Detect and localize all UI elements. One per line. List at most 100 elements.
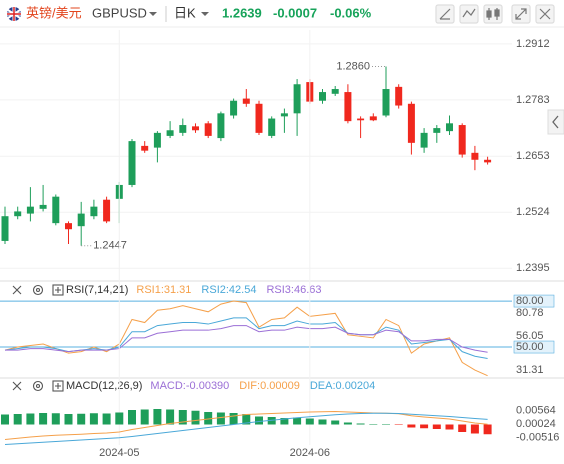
level-label-box: [513, 340, 555, 354]
y-tick-label: 1.2912: [516, 38, 550, 50]
level-label: 80.00: [516, 295, 544, 307]
symbol[interactable]: GBPUSD: [92, 5, 147, 20]
indicator-expand[interactable]: [52, 380, 64, 392]
indicator-settings[interactable]: [32, 380, 44, 392]
candle-body: [255, 103, 263, 133]
indicator-line: [4, 412, 488, 445]
y-tick-label: 0.00024: [516, 418, 556, 430]
histogram-bar: [420, 424, 429, 429]
indicator-line: [4, 410, 488, 440]
candle-body: [242, 98, 250, 104]
histogram-bar: [382, 424, 390, 425]
y-tick-label: 31.31: [516, 364, 544, 376]
histogram-bar: [77, 413, 86, 425]
candle-body: [14, 211, 22, 217]
candle-body: [484, 159, 492, 163]
histogram-bar: [407, 424, 416, 428]
indicator-expand[interactable]: [52, 284, 64, 296]
last-price: 1.2639: [222, 5, 262, 20]
fullscreen-button[interactable]: [511, 4, 531, 24]
histogram-bar: [305, 418, 314, 425]
histogram-bar: [369, 424, 378, 425]
candle-body: [179, 125, 187, 133]
annotation: 1.2860: [336, 60, 370, 72]
histogram-bar: [242, 414, 251, 425]
histogram-bar: [458, 424, 467, 432]
legend-entry: RSI2:42.54: [201, 284, 256, 296]
histogram-bar: [293, 417, 302, 425]
candle-body: [319, 92, 326, 101]
histogram-bar: [178, 410, 187, 425]
legend-entry: RSI3:46.63: [266, 284, 321, 296]
remove-indicator[interactable]: [12, 285, 22, 295]
collapse-button[interactable]: [547, 109, 564, 135]
y-tick-label: 56.05: [516, 330, 544, 342]
close-button[interactable]: [535, 4, 555, 24]
legend-entry: DEA:0.00204: [310, 380, 375, 392]
histogram-bar: [39, 413, 48, 425]
histogram-bar: [432, 424, 441, 429]
candle-body: [344, 92, 352, 122]
candle-body: [192, 126, 199, 131]
y-tick-label: 1.2395: [516, 262, 550, 274]
histogram-bar: [343, 422, 352, 425]
candle-body: [331, 89, 339, 94]
candle-body: [369, 116, 377, 121]
legend-entry: RSI1:31.31: [136, 284, 191, 296]
candle-body: [90, 206, 98, 217]
histogram-bar: [470, 424, 479, 434]
candle-body: [103, 199, 111, 222]
dropdown-caret[interactable]: [201, 12, 209, 16]
indicator-line: [4, 317, 488, 359]
legend-entry: MACD:-0.00390: [150, 380, 229, 392]
histogram-bar: [13, 414, 22, 425]
draw-tool-button[interactable]: [435, 4, 455, 24]
histogram-bar: [153, 409, 162, 425]
histogram-bar: [483, 424, 492, 435]
histogram-bar: [356, 423, 365, 425]
period[interactable]: 日K: [174, 5, 196, 20]
histogram-bar: [166, 409, 175, 425]
y-tick-label: 1.2524: [516, 206, 550, 218]
candle-body: [407, 103, 415, 143]
histogram-bar: [102, 413, 111, 425]
candle-body: [395, 86, 403, 106]
candle-body: [77, 213, 85, 227]
price-change-pct: -0.06%: [330, 5, 372, 20]
histogram-bar: [280, 418, 289, 425]
y-tick-label: 0.00564: [516, 404, 556, 416]
legend-entry: DIF:0.00009: [239, 380, 300, 392]
pair-name[interactable]: 英镑/美元: [26, 5, 82, 20]
candle-body: [357, 118, 365, 121]
flag-icon: [7, 7, 21, 21]
histogram-bar: [26, 413, 35, 425]
candle-body: [471, 152, 479, 160]
remove-indicator[interactable]: [12, 381, 22, 391]
histogram-bar: [64, 414, 73, 425]
candle-style-button[interactable]: [483, 4, 503, 24]
candle-body: [128, 141, 136, 185]
histogram-bar: [140, 409, 149, 425]
candle-body: [382, 89, 390, 116]
dropdown-caret[interactable]: [149, 12, 157, 16]
histogram-bar: [128, 410, 136, 425]
indicator-settings[interactable]: [32, 284, 44, 296]
candle-body: [446, 123, 453, 132]
candle-body: [268, 118, 276, 136]
histogram-bar: [318, 419, 327, 425]
candle-body: [217, 113, 225, 139]
indicator-button[interactable]: [459, 4, 479, 24]
candle-body: [293, 84, 301, 114]
candle-body: [141, 145, 149, 151]
histogram-bar: [255, 416, 263, 425]
candle-body: [280, 113, 288, 117]
histogram-bar: [445, 424, 454, 430]
candle-body: [204, 123, 212, 136]
histogram-bar: [216, 412, 225, 425]
candle-body: [52, 196, 60, 224]
x-tick-label: 2024-06: [290, 447, 330, 459]
histogram-bar: [1, 414, 9, 425]
x-tick-label: 2024-05: [99, 447, 139, 459]
candle-body: [166, 130, 174, 136]
